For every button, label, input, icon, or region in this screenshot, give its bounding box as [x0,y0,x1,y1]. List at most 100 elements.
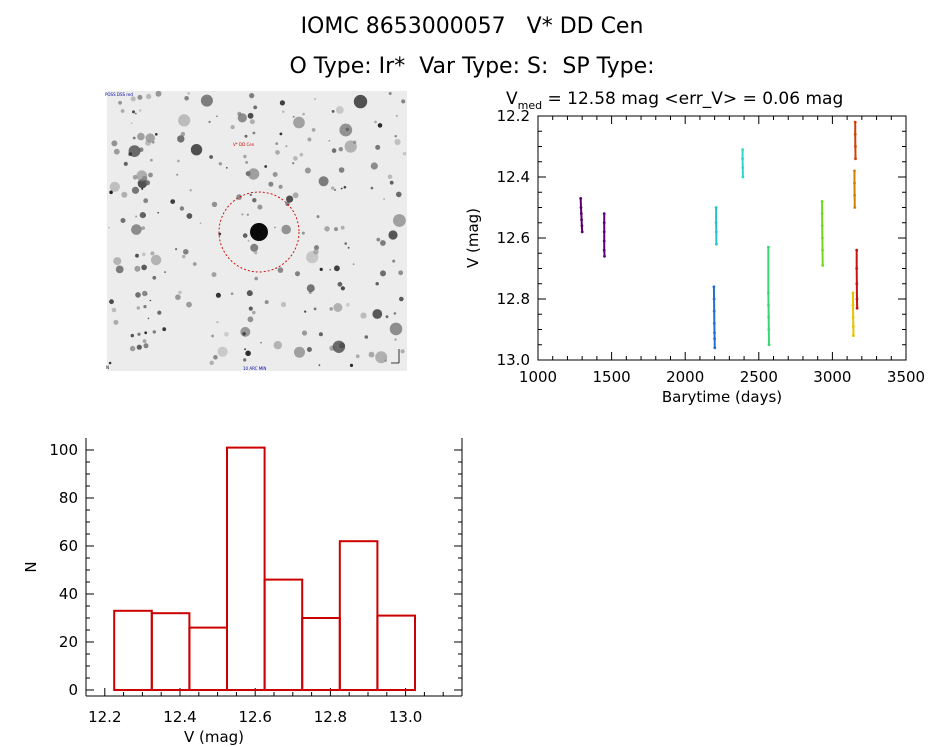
star [333,188,337,191]
data-point [853,206,857,209]
star [248,306,253,311]
data-point [741,157,744,161]
star [108,361,112,365]
star [273,341,282,350]
star [275,142,279,145]
star [192,262,197,266]
star [331,110,335,113]
star [134,265,141,272]
data-point [855,267,859,270]
data-point [855,282,859,286]
star [224,331,229,337]
star [128,152,132,157]
star [176,173,179,176]
star [393,214,406,227]
data-point [579,212,583,216]
star [211,272,217,278]
data-point [714,221,718,225]
star [254,276,258,281]
star [306,347,312,352]
star [295,271,300,277]
star [372,309,383,319]
star [200,94,213,107]
star [136,170,148,182]
star [147,317,150,320]
data-point [602,230,606,234]
star [370,162,378,170]
y-tick-label: 12.4 [497,168,530,186]
star [177,159,180,163]
star [189,189,192,192]
x-axis-label: Barytime (days) [662,388,782,406]
star [186,213,193,219]
star [109,190,113,195]
y-tick-label: 80 [59,489,78,507]
star [134,112,137,115]
star [314,98,316,100]
star [150,254,162,266]
data-point [851,303,855,307]
star [392,259,396,263]
x-tick-label: 13.0 [389,708,422,726]
star [243,154,247,159]
star [281,224,291,235]
x-tick-label: 1500 [593,368,631,386]
star [150,158,153,162]
star [109,181,120,192]
star [352,263,355,266]
star [111,307,117,313]
star [130,333,134,338]
data-point [767,291,770,295]
star [294,346,305,358]
star [180,131,186,137]
star [145,180,150,186]
data-point [767,245,770,249]
star [313,307,317,311]
star [211,201,218,208]
star [340,286,345,291]
star [375,282,379,286]
star [155,91,162,97]
star [178,290,182,295]
star [311,128,316,132]
star [340,187,343,190]
data-point [579,206,583,209]
star [292,192,299,199]
data-point [821,236,824,240]
star [129,345,136,352]
star [130,122,133,125]
star [384,359,387,362]
data-point [715,242,718,246]
star [394,338,397,341]
star [145,133,155,143]
data-point [767,303,770,307]
star [293,156,298,161]
star [293,116,305,129]
star [152,330,156,334]
data-point [714,230,718,234]
star [123,161,128,166]
star [334,227,338,232]
data-point [855,306,859,310]
star [319,267,323,271]
star [338,147,343,152]
x-tick-label: 3500 [887,368,925,386]
target-marker-circle [218,191,300,273]
star [213,355,218,360]
star [345,127,350,132]
star [250,243,259,252]
star [344,242,347,245]
star [334,265,340,272]
star [249,193,253,197]
star [299,152,304,157]
star [242,233,248,238]
star [216,321,219,324]
star [364,335,369,339]
star [308,290,312,294]
star [132,136,136,140]
star [120,109,125,113]
star [237,111,242,116]
star [148,172,153,178]
star [389,180,394,185]
data-point [741,166,745,170]
